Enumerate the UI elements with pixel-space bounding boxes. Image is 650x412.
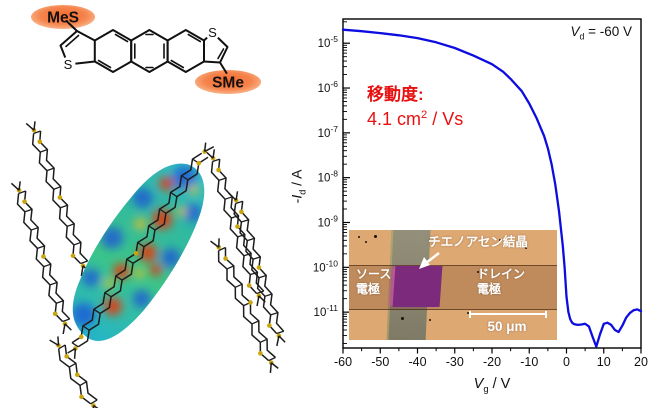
dust-speck (374, 235, 377, 238)
dust-speck (401, 317, 404, 320)
transfer-curve-line (341, 28, 643, 348)
y-tick-label: 10-5 (318, 34, 339, 50)
x-axis-label: Vg / V (473, 376, 511, 394)
y-axis-label: -Id / A (288, 169, 308, 204)
crystal-arrow-icon (419, 252, 440, 269)
vd-annotation: Vd = -60 V (570, 24, 632, 42)
scale-bar-label: 50 μm (487, 319, 527, 334)
mes-highlight-ellipse (31, 5, 95, 29)
anthradithiophene-skeleton (59, 20, 229, 74)
molecule-structure-panel: S S MeS SMe (31, 5, 261, 94)
crystal-packing-figure (10, 121, 286, 408)
scale-bar (469, 311, 547, 318)
source-electrode-label: ソース 電極 (356, 267, 392, 296)
mobility-value: 4.1 cm2 / Vs (367, 108, 464, 129)
mobility-annotation: 移動度: 4.1 cm2 / Vs (367, 84, 463, 131)
dust-speck (525, 247, 527, 249)
y-tick-label: 10-7 (318, 124, 339, 140)
x-tick-label: -40 (408, 355, 426, 369)
dust-speck (365, 241, 367, 243)
x-tick-label: 20 (634, 355, 648, 369)
x-tick-label: -50 (371, 355, 389, 369)
neighbor-molecules (10, 121, 286, 408)
s-left-mask (60, 57, 76, 72)
s-right-mask (205, 25, 220, 40)
hirshfeld-surface (51, 146, 226, 357)
dust-speck (429, 319, 431, 321)
electrode-channel-band (349, 265, 557, 310)
dust-speck (467, 312, 469, 314)
x-tick-label: -10 (520, 355, 538, 369)
mes-label: MeS (47, 10, 79, 27)
dust-speck (477, 271, 479, 273)
y-tick-label: 10-11 (314, 303, 339, 319)
sme-label: SMe (212, 75, 244, 92)
crystal-label: チエノアセン結晶 (428, 235, 528, 249)
y-tick-label: 10-8 (318, 169, 339, 185)
central-molecule (67, 142, 215, 359)
x-tick-label: 0 (563, 355, 570, 369)
y-tick-label: 10-9 (318, 213, 339, 229)
y-tick-label: 10-10 (313, 258, 338, 274)
sulfur-label-left: S (64, 57, 73, 72)
transfer-curve-plot: -60 -50 -40 -30 -20 -10 0 10 20 10-5 10-6 10-7 10-8 1… (313, 18, 648, 369)
sulfur-label-right: S (208, 25, 217, 40)
sme-highlight-ellipse (195, 70, 261, 94)
x-tick-label: -30 (446, 355, 464, 369)
x-tick-label: -20 (483, 355, 501, 369)
drain-electrode-label: ドレイン 電極 (477, 267, 526, 296)
x-tick-label: -60 (334, 355, 352, 369)
y-tick-label: 10-6 (318, 79, 339, 95)
x-tick-label: 10 (597, 355, 611, 369)
device-microscope-inset: チエノアセン結晶 ソース 電極 ドレイン 電極 50 μm (349, 230, 557, 340)
crystal-channel-overlap (392, 266, 443, 307)
mobility-title: 移動度: (367, 85, 424, 104)
dust-speck (358, 236, 360, 238)
dust-speck (499, 239, 501, 241)
